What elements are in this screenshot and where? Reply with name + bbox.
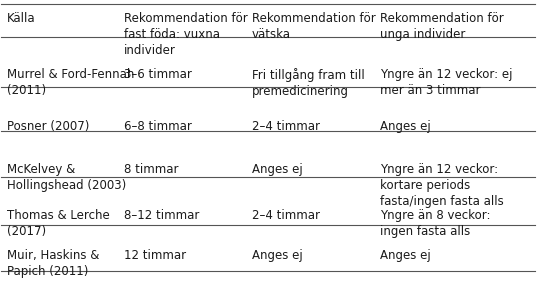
Text: Fri tillgång fram till
premedicinering: Fri tillgång fram till premedicinering: [252, 68, 365, 98]
Text: Rekommendation för
vätska: Rekommendation för vätska: [252, 12, 376, 41]
Text: Anges ej: Anges ej: [380, 249, 431, 262]
Text: Yngre än 12 veckor:
kortare periods
fasta/ingen fasta alls: Yngre än 12 veckor: kortare periods fast…: [380, 163, 504, 208]
Text: Thomas & Lerche
(2017): Thomas & Lerche (2017): [7, 209, 110, 238]
Text: Posner (2007): Posner (2007): [7, 120, 89, 133]
Text: 2–4 timmar: 2–4 timmar: [252, 120, 320, 133]
Text: Muir, Haskins &
Papich (2011): Muir, Haskins & Papich (2011): [7, 249, 99, 278]
Text: Anges ej: Anges ej: [252, 249, 303, 262]
Text: Anges ej: Anges ej: [252, 163, 303, 176]
Text: Yngre än 12 veckor: ej
mer än 3 timmar: Yngre än 12 veckor: ej mer än 3 timmar: [380, 68, 513, 97]
Text: Yngre än 8 veckor:
ingen fasta alls: Yngre än 8 veckor: ingen fasta alls: [380, 209, 491, 238]
Text: 2–4 timmar: 2–4 timmar: [252, 209, 320, 222]
Text: 12 timmar: 12 timmar: [124, 249, 186, 262]
Text: 8–12 timmar: 8–12 timmar: [124, 209, 199, 222]
Text: Murrel & Ford-Fennah
(2011): Murrel & Ford-Fennah (2011): [7, 68, 134, 97]
Text: 8 timmar: 8 timmar: [124, 163, 179, 176]
Text: Källa: Källa: [7, 12, 35, 25]
Text: 6–8 timmar: 6–8 timmar: [124, 120, 192, 133]
Text: 3–6 timmar: 3–6 timmar: [124, 68, 192, 81]
Text: Rekommendation för
fast föda: vuxna
individer: Rekommendation för fast föda: vuxna indi…: [124, 12, 248, 57]
Text: Anges ej: Anges ej: [380, 120, 431, 133]
Text: McKelvey &
Hollingshead (2003): McKelvey & Hollingshead (2003): [7, 163, 126, 192]
Text: Rekommendation för
unga individer: Rekommendation för unga individer: [380, 12, 504, 41]
